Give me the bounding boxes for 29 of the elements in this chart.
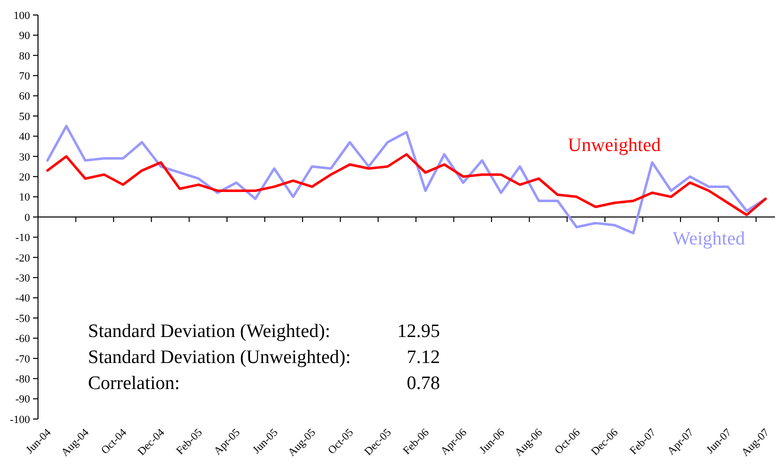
y-tick-label: -70 [15, 353, 30, 366]
y-tick-label: -90 [15, 394, 30, 406]
y-tick-label: 100 [14, 10, 30, 22]
y-tick-label: 30 [19, 151, 30, 164]
y-tick-label: -60 [15, 333, 30, 346]
y-tick-label: -100 [10, 414, 30, 426]
y-tick-label: -80 [15, 373, 30, 386]
series-label: Weighted [672, 228, 746, 250]
annotation: Correlation: [88, 373, 180, 394]
annotation: 12.95 [397, 321, 440, 342]
y-tick-label: 10 [19, 192, 30, 204]
y-tick-label: 0 [24, 212, 30, 224]
y-tick-label: 80 [19, 50, 30, 62]
annotation: 0.78 [406, 373, 440, 394]
series-label: Unweighted [568, 134, 662, 156]
y-tick-label: 50 [19, 110, 30, 123]
y-tick-label: 40 [19, 131, 30, 144]
y-tick-label: 90 [19, 30, 30, 42]
y-tick-label: -30 [15, 272, 30, 284]
y-tick-label: 20 [19, 171, 30, 184]
y-tick-label: -40 [15, 292, 30, 305]
y-tick-label: 60 [19, 90, 30, 103]
annotation: 7.12 [406, 347, 440, 368]
y-tick-label: -20 [15, 252, 30, 264]
y-tick-label: -10 [15, 232, 30, 244]
y-tick-label: -50 [15, 312, 30, 325]
annotation: Standard Deviation (Weighted): [88, 321, 330, 342]
y-tick-label: 70 [19, 70, 30, 82]
annotation: Standard Deviation (Unweighted): [88, 347, 351, 368]
